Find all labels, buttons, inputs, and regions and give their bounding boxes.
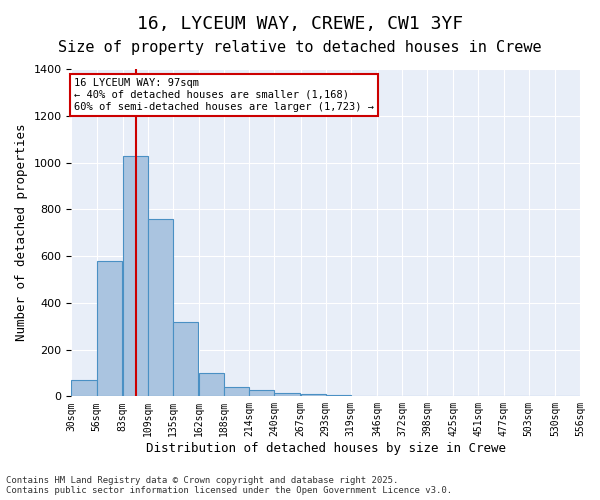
Text: Contains HM Land Registry data © Crown copyright and database right 2025.
Contai: Contains HM Land Registry data © Crown c…: [6, 476, 452, 495]
Bar: [326, 395, 351, 396]
Y-axis label: Number of detached properties: Number of detached properties: [15, 124, 28, 342]
Bar: [301, 394, 326, 396]
Bar: [122, 156, 148, 396]
Bar: [173, 322, 198, 396]
Text: 16 LYCEUM WAY: 97sqm
← 40% of detached houses are smaller (1,168)
60% of semi-de: 16 LYCEUM WAY: 97sqm ← 40% of detached h…: [74, 78, 374, 112]
Text: 16, LYCEUM WAY, CREWE, CW1 3YF: 16, LYCEUM WAY, CREWE, CW1 3YF: [137, 15, 463, 33]
Bar: [250, 390, 274, 396]
Text: Size of property relative to detached houses in Crewe: Size of property relative to detached ho…: [58, 40, 542, 55]
Bar: [224, 387, 250, 396]
Bar: [199, 373, 224, 396]
X-axis label: Distribution of detached houses by size in Crewe: Distribution of detached houses by size …: [146, 442, 506, 455]
Bar: [148, 218, 173, 396]
Bar: [71, 380, 97, 396]
Bar: [274, 393, 299, 396]
Bar: [97, 260, 122, 396]
